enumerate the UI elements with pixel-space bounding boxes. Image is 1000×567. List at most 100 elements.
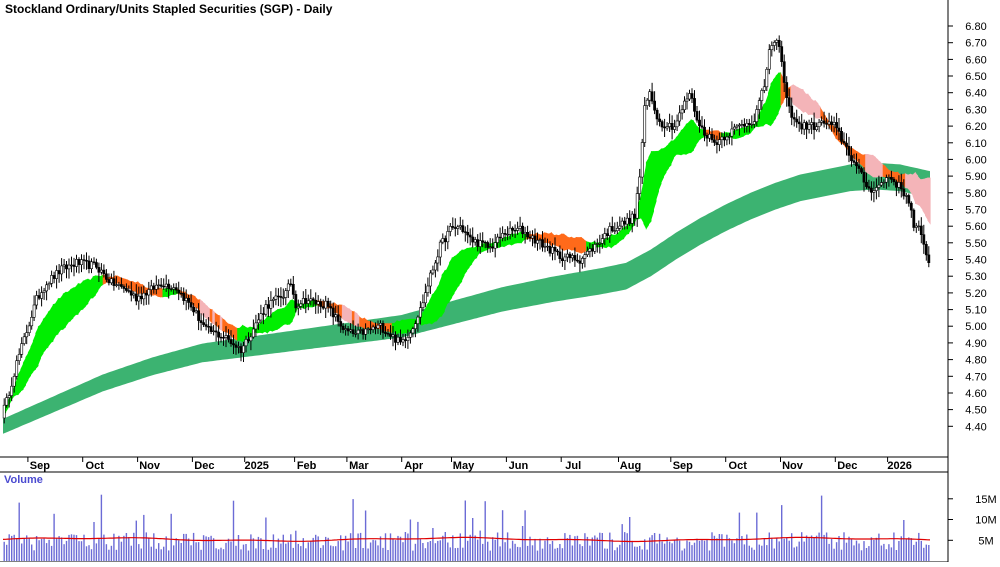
- price-bar-body: [279, 296, 283, 298]
- short-term-ma-ribbon-segment: [37, 324, 41, 366]
- price-bar-body: [428, 272, 432, 287]
- price-bar-body: [299, 303, 303, 307]
- short-term-ma-ribbon-segment: [638, 194, 642, 220]
- price-bar-body: [737, 124, 741, 127]
- short-term-ma-ribbon-segment: [267, 315, 271, 334]
- price-bar-body: [92, 261, 96, 263]
- price-bar-body: [698, 119, 701, 127]
- price-bar-body: [852, 160, 856, 163]
- price-bar-body: [533, 235, 537, 244]
- price-bar-body: [618, 225, 622, 229]
- price-tick-label: 4.70: [965, 371, 986, 383]
- short-term-ma-ribbon-segment: [279, 308, 283, 328]
- price-bar-body: [384, 332, 387, 334]
- price-bar-body: [120, 284, 123, 287]
- price-bar-body: [35, 295, 39, 306]
- short-term-ma-ribbon-segment: [471, 247, 475, 265]
- price-bar-body: [354, 333, 358, 335]
- price-bar-body: [209, 326, 213, 332]
- short-term-ma-ribbon-segment: [885, 166, 889, 178]
- price-bar-body: [548, 245, 552, 254]
- price-bar-body: [570, 255, 574, 259]
- price-tick-label: 4.60: [965, 388, 986, 400]
- price-bar-body: [491, 246, 495, 249]
- short-term-ma-ribbon-segment: [880, 162, 884, 177]
- short-term-ma-ribbon-segment: [454, 254, 458, 294]
- short-term-ma-ribbon-segment: [459, 249, 463, 286]
- price-bar-body: [752, 121, 756, 125]
- price-bar-body: [513, 230, 517, 232]
- price-bar-body: [638, 176, 642, 194]
- price-bar-body: [578, 260, 582, 264]
- price-bar-body: [708, 134, 711, 139]
- short-term-ma-ribbon-segment: [20, 362, 24, 392]
- short-term-ma-ribbon-segment: [643, 162, 647, 230]
- short-term-ma-ribbon-segment: [518, 231, 522, 244]
- price-tick-label: 6.80: [965, 21, 986, 33]
- price-bar-body: [159, 284, 163, 287]
- short-term-ma-ribbon-segment: [80, 280, 84, 311]
- price-bar-body: [790, 105, 794, 118]
- price-bar-body: [144, 292, 148, 296]
- price-bar-body: [610, 226, 614, 232]
- price-bar-body: [466, 232, 470, 236]
- price-bar-body: [815, 126, 819, 130]
- short-term-ma-ribbon-segment: [60, 293, 64, 330]
- price-bar-body: [366, 328, 370, 331]
- price-bar-body: [399, 336, 402, 343]
- short-term-ma-ribbon-segment: [394, 320, 398, 335]
- short-term-ma-ribbon-segment: [668, 140, 672, 169]
- price-bar-body: [433, 262, 437, 271]
- price-bar-body: [458, 225, 462, 228]
- price-bar-body: [840, 131, 843, 142]
- short-term-ma-ribbon-segment: [439, 274, 443, 318]
- price-bar-body: [396, 336, 400, 343]
- price-bar-body: [882, 181, 886, 184]
- short-term-ma-ribbon-segment: [207, 306, 211, 321]
- price-bar-body: [364, 328, 368, 335]
- price-bar-body: [551, 247, 554, 254]
- price-bar-body: [745, 123, 749, 127]
- short-term-ma-ribbon-segment: [770, 79, 774, 127]
- price-bar-body: [837, 127, 841, 132]
- price-bar-body: [640, 142, 644, 178]
- price-bar-body: [615, 228, 619, 232]
- price-bar-body: [568, 253, 572, 259]
- price-bar-body: [187, 297, 191, 303]
- price-bar-body: [643, 105, 647, 143]
- time-tick-label: Nov: [782, 460, 804, 472]
- short-term-ma-ribbon-segment: [613, 234, 617, 246]
- short-term-ma-ribbon-segment: [57, 298, 61, 335]
- price-bar-body: [169, 288, 173, 290]
- short-term-ma-ribbon-segment: [341, 304, 345, 321]
- price-bar-body: [281, 297, 285, 299]
- short-term-ma-ribbon-segment: [75, 283, 79, 315]
- price-bar-body: [830, 121, 834, 126]
- price-bar-body: [7, 395, 11, 398]
- price-bar-body: [526, 232, 530, 238]
- time-tick-label: Sep: [30, 460, 50, 472]
- price-bar-body: [421, 302, 425, 308]
- short-term-ma-ribbon-segment: [922, 178, 926, 216]
- short-term-ma-ribbon-segment: [32, 333, 36, 372]
- short-term-ma-ribbon-segment: [132, 281, 136, 292]
- time-tick-label: 2025: [244, 460, 268, 472]
- short-term-ma-ribbon-segment: [773, 76, 777, 123]
- short-term-ma-ribbon-segment: [867, 154, 871, 176]
- price-bar-body: [800, 123, 804, 130]
- short-term-ma-ribbon-segment: [551, 232, 555, 246]
- price-bar-body: [359, 329, 363, 331]
- price-bar-body: [252, 328, 255, 338]
- price-bar-body: [184, 297, 188, 301]
- price-bar-body: [309, 298, 313, 302]
- price-bar-body: [112, 278, 116, 286]
- short-term-ma-ribbon-segment: [571, 236, 575, 251]
- price-bar-body: [476, 239, 480, 247]
- short-term-ma-ribbon-segment: [55, 298, 59, 336]
- price-bar-body: [197, 310, 201, 321]
- price-tick-label: 6.40: [965, 88, 986, 100]
- price-bar-body: [5, 397, 9, 406]
- price-bar-body: [386, 333, 390, 335]
- price-bar-body: [276, 295, 280, 298]
